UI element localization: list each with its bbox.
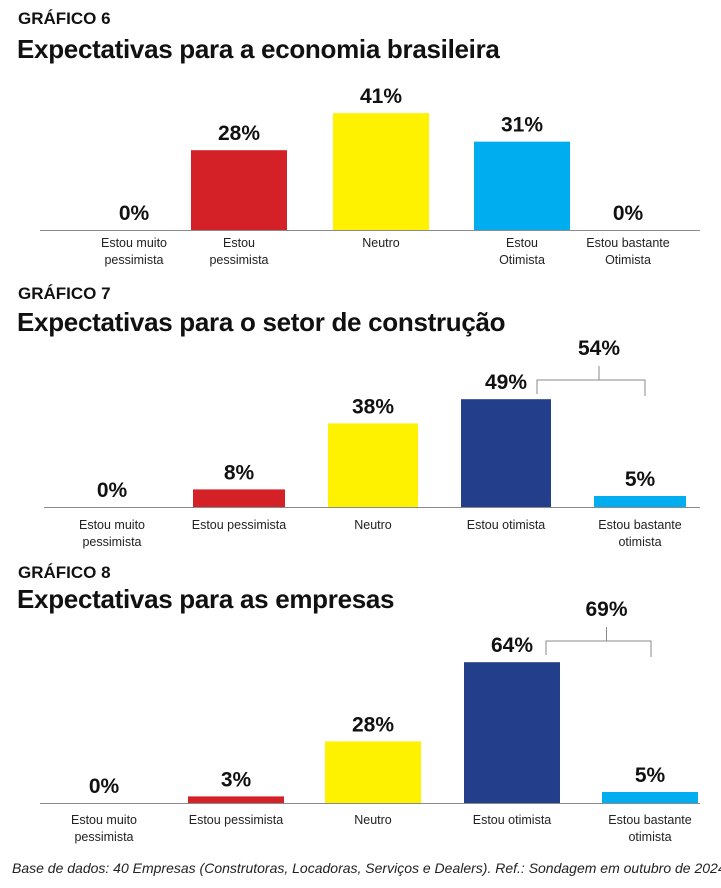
data-label: 0% bbox=[97, 479, 128, 502]
data-label: 38% bbox=[352, 395, 394, 418]
category-label: Estou otimista bbox=[473, 813, 552, 827]
data-label: 8% bbox=[224, 461, 255, 484]
chart-title: Expectativas para a economia brasileira bbox=[17, 34, 500, 64]
bracket-label: 54% bbox=[578, 337, 620, 360]
bar bbox=[594, 496, 686, 507]
category-label: otimista bbox=[618, 535, 661, 549]
bar bbox=[333, 113, 429, 230]
data-label: 5% bbox=[625, 468, 656, 491]
bar bbox=[325, 741, 421, 803]
category-label: Neutro bbox=[354, 518, 392, 532]
category-label: Neutro bbox=[362, 236, 400, 250]
data-label: 28% bbox=[352, 713, 394, 736]
data-label: 31% bbox=[501, 114, 543, 137]
category-label: Estou muito bbox=[71, 813, 137, 827]
category-label: Estou pessimista bbox=[189, 813, 284, 827]
bracket-line bbox=[536, 379, 646, 396]
bar bbox=[191, 150, 287, 230]
chart-kicker: GRÁFICO 6 bbox=[18, 9, 111, 28]
category-label: otimista bbox=[628, 830, 671, 844]
chart-kicker: GRÁFICO 7 bbox=[18, 284, 111, 303]
category-label: Estou bbox=[506, 236, 538, 250]
category-label: pessimista bbox=[74, 830, 133, 844]
category-label: Neutro bbox=[354, 813, 392, 827]
chart-title: Expectativas para as empresas bbox=[17, 584, 394, 614]
category-label: Otimista bbox=[499, 253, 545, 267]
category-label: Otimista bbox=[605, 253, 651, 267]
category-label: Estou bastante bbox=[598, 518, 681, 532]
bar bbox=[188, 796, 284, 803]
chart-kicker: GRÁFICO 8 bbox=[18, 563, 111, 582]
chart-8: GRÁFICO 8 Expectativas para as empresas 0%… bbox=[17, 563, 700, 844]
bar bbox=[464, 662, 560, 803]
bar bbox=[602, 792, 698, 803]
data-label: 28% bbox=[218, 122, 260, 145]
category-label: Estou bastante bbox=[608, 813, 691, 827]
category-label: pessimista bbox=[209, 253, 268, 267]
category-label: Estou muito bbox=[79, 518, 145, 532]
data-label: 0% bbox=[89, 775, 120, 798]
category-label: Estou otimista bbox=[467, 518, 546, 532]
data-label: 0% bbox=[119, 202, 150, 225]
data-label: 41% bbox=[360, 85, 402, 108]
chart-7: GRÁFICO 7 Expectativas para o setor de co… bbox=[17, 284, 700, 549]
bracket-label: 69% bbox=[585, 598, 627, 621]
category-label: Estou pessimista bbox=[192, 518, 287, 532]
data-label: 3% bbox=[221, 768, 252, 791]
footer-note: Base de dados: 40 Empresas (Construtoras… bbox=[12, 860, 721, 876]
category-label: Estou muito bbox=[101, 236, 167, 250]
category-label: pessimista bbox=[82, 535, 141, 549]
data-label: 0% bbox=[613, 202, 644, 225]
bar bbox=[328, 423, 418, 507]
data-label: 5% bbox=[635, 764, 666, 787]
category-label: Estou bbox=[223, 236, 255, 250]
bar bbox=[461, 399, 551, 507]
chart-title: Expectativas para o setor de construção bbox=[17, 307, 505, 337]
bar bbox=[474, 141, 570, 230]
category-label: Estou bastante bbox=[586, 236, 669, 250]
data-label: 64% bbox=[491, 634, 533, 657]
category-label: pessimista bbox=[104, 253, 163, 267]
bracket-line bbox=[545, 640, 652, 657]
bar bbox=[193, 489, 285, 507]
chart-6: GRÁFICO 6 Expectativas para a economia br… bbox=[17, 9, 700, 267]
data-label: 49% bbox=[485, 371, 527, 394]
